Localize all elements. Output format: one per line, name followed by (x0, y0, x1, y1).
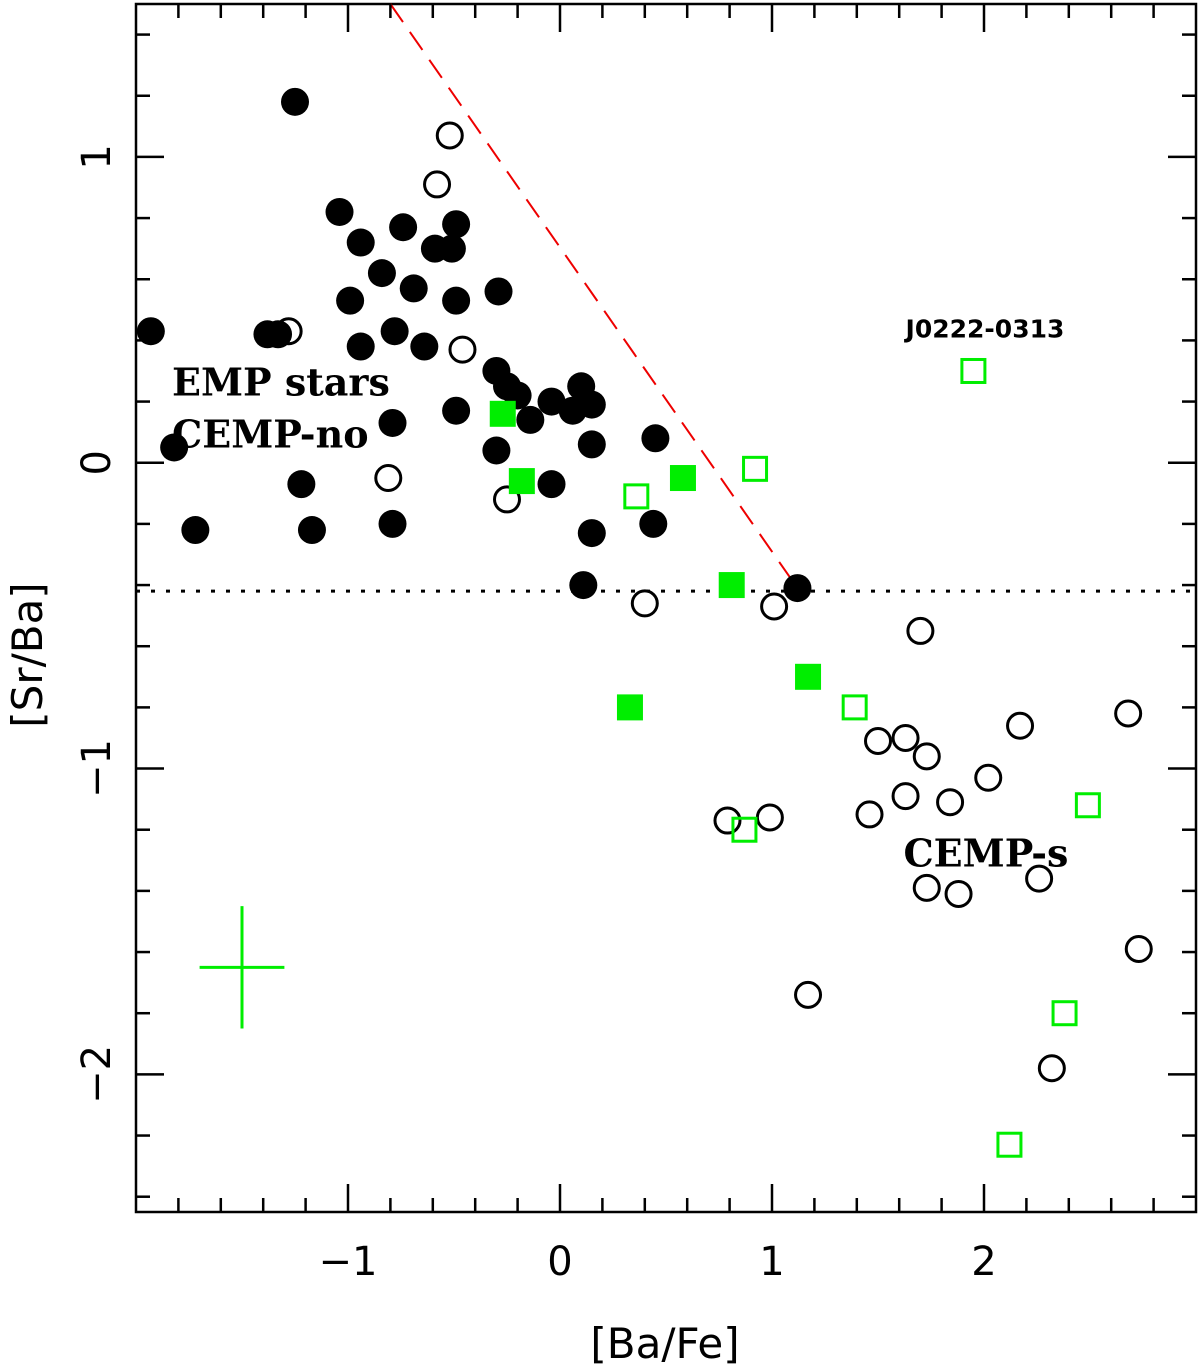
open-square-point (742, 455, 769, 482)
open-circle-point (936, 788, 965, 817)
filled-square-point (669, 465, 696, 492)
filled-circle-point (410, 332, 439, 361)
tick-labels: −1 0 1 2 −2 −1 0 1 (74, 144, 997, 1285)
open-circle-point (630, 589, 659, 618)
filled-circle-point (399, 274, 428, 303)
filled-circle-point (537, 470, 566, 499)
open-circle-point (1025, 864, 1054, 893)
filled-circle-point (569, 571, 598, 600)
open-circle-point (713, 806, 742, 835)
filled-circle-point (297, 516, 326, 545)
filled-circle-point (346, 332, 375, 361)
open-square-point (1074, 792, 1101, 819)
open-circle-point (1037, 1054, 1066, 1083)
filled-circle-point (577, 430, 606, 459)
open-square-point (841, 694, 868, 721)
filled-circle-point (442, 396, 471, 425)
annotation-cemp-no: CEMP-no (172, 411, 369, 456)
filled-circle-point (378, 509, 407, 538)
annotation-j0222-0313: J0222-0313 (904, 314, 1065, 343)
open-circle-point (1006, 711, 1035, 740)
filled-circle-point (287, 470, 316, 499)
filled-circle-point (783, 574, 812, 603)
filled-circle-point (484, 277, 513, 306)
open-square-point (731, 816, 758, 843)
filled-circle-point (437, 234, 466, 263)
open-circle-point (906, 616, 935, 645)
filled-square-point (718, 572, 745, 599)
data-points (136, 87, 1153, 1158)
open-circle-point (794, 980, 823, 1009)
x-tick-label: −1 (319, 1239, 378, 1285)
filled-circle-point (482, 436, 511, 465)
annotation-cemp-s: CEMP-s (903, 830, 1068, 875)
annotation-emp-stars: EMP stars (172, 359, 390, 404)
open-square-point (623, 483, 650, 510)
filled-square-point (489, 400, 516, 427)
x-axis-label: [Ba/Fe] (590, 1319, 739, 1368)
open-circle-point (864, 727, 892, 756)
filled-circle-point (325, 197, 354, 226)
filled-square-point (616, 694, 643, 721)
error-bar (199, 906, 285, 1029)
filled-circle-point (160, 433, 189, 462)
open-circle-point (435, 121, 464, 150)
open-circle-point (1114, 699, 1143, 728)
open-circle-point (891, 723, 920, 752)
x-tick-label: 1 (759, 1239, 784, 1285)
filled-circle-point (537, 387, 566, 416)
filled-circle-point (442, 286, 471, 315)
dashed-red-line (389, 3, 795, 583)
plot-frame (134, 2, 1198, 1214)
filled-circle-point (380, 317, 409, 346)
filled-square-point (795, 663, 822, 690)
filled-circle-point (516, 405, 545, 434)
y-axis-label: [Sr/Ba] (3, 582, 52, 727)
open-circle-point (374, 464, 403, 493)
open-square-point (960, 357, 987, 384)
filled-circle-point (136, 317, 165, 346)
x-tick-label: 2 (971, 1239, 996, 1285)
filled-circle-point (346, 228, 375, 257)
filled-circle-point (389, 213, 418, 242)
open-circle-point (944, 879, 973, 908)
filled-circle-point (641, 424, 670, 453)
open-circle-point (1124, 934, 1153, 963)
filled-circle-point (577, 390, 606, 419)
filled-circle-point (577, 519, 606, 548)
open-square-point (1051, 1000, 1078, 1027)
open-square-point (996, 1131, 1023, 1158)
open-circle-point (912, 873, 941, 902)
reference-lines (136, 3, 1196, 593)
open-circle-point (760, 592, 789, 621)
filled-circle-point (264, 320, 293, 349)
y-tick-label: −2 (74, 1045, 120, 1104)
filled-circle-point (639, 509, 668, 538)
axis-ticks (136, 4, 1196, 1212)
filled-circle-point (281, 87, 309, 116)
y-tick-label: 1 (74, 144, 120, 169)
open-circle-point (423, 170, 452, 199)
open-circle-point (974, 763, 1003, 792)
open-circle-point (891, 782, 920, 811)
open-circle-point (755, 803, 784, 832)
open-circle-point (855, 800, 884, 829)
x-tick-label: 0 (547, 1239, 572, 1285)
open-circle-point (912, 742, 941, 771)
open-circle-point (448, 335, 477, 364)
y-tick-label: −1 (74, 739, 120, 798)
annotations: EMP stars CEMP-no CEMP-s J0222-0313 (172, 314, 1068, 875)
filled-circle-point (378, 408, 407, 437)
filled-circle-point (181, 516, 210, 545)
y-tick-label: 0 (74, 450, 120, 475)
filled-circle-point (336, 286, 365, 315)
plot-border (134, 2, 1198, 1214)
filled-circle-point (367, 259, 396, 288)
filled-square-point (508, 468, 535, 495)
filled-circle-point (442, 210, 471, 239)
